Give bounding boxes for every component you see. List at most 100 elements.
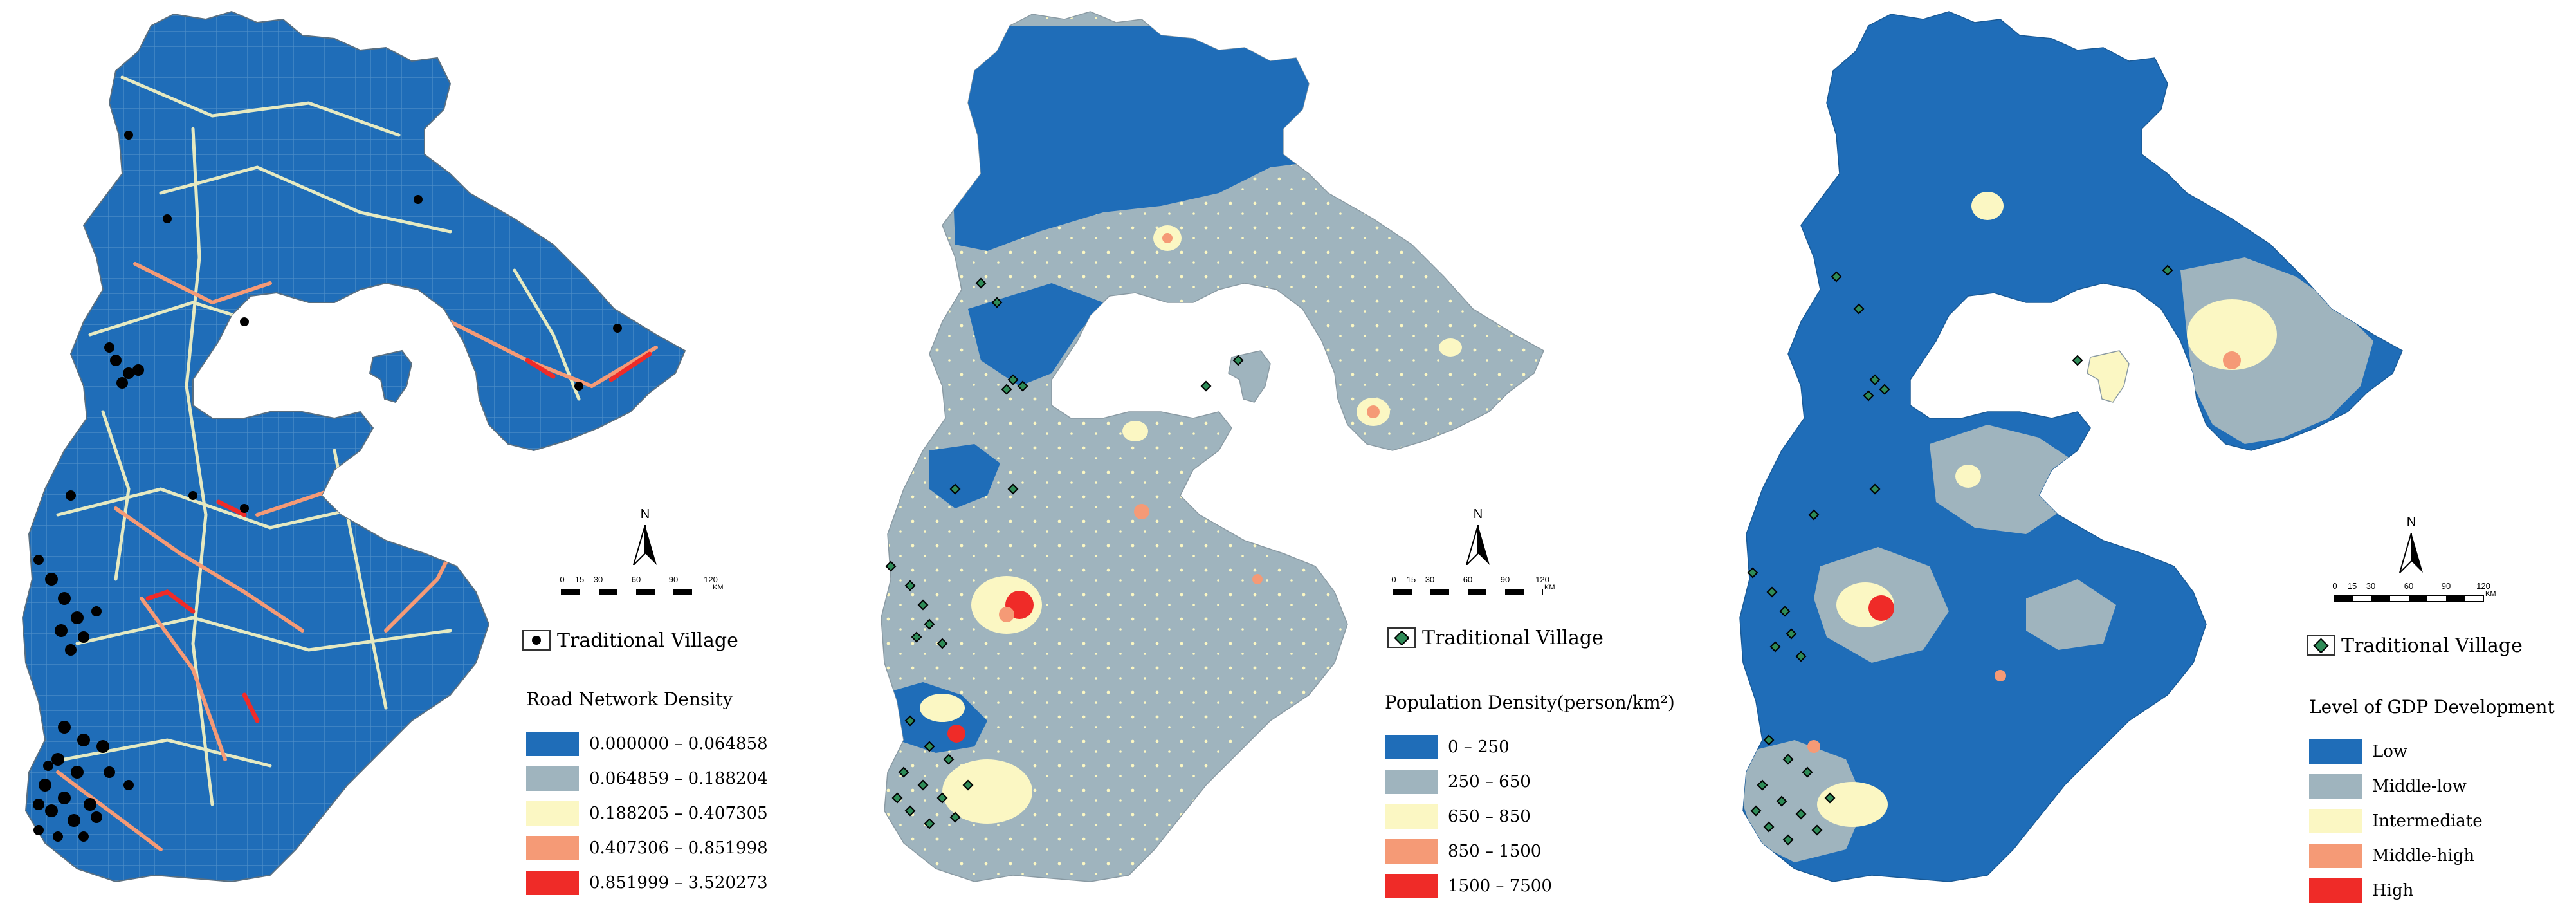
traditional-village-label: Traditional Village	[1422, 626, 1603, 649]
scale-tick: 15	[574, 575, 585, 584]
traditional-village-legend: Traditional Village	[1387, 623, 1603, 653]
north-arrow-icon	[633, 525, 657, 565]
north-label: N	[1473, 507, 1483, 521]
scale-bar: 0 15 30 60 90 120 KM	[1391, 575, 1560, 613]
scale-tick: 0	[2332, 581, 2337, 591]
legend-label: Intermediate	[2372, 811, 2483, 831]
scale-tick: 60	[1463, 575, 1473, 584]
scale-bar-graphic	[2334, 595, 2484, 602]
legend-swatch	[526, 836, 579, 860]
scale-tick: 120	[1535, 575, 1549, 584]
scale-tick: 30	[2366, 581, 2376, 591]
scale-tick: 90	[668, 575, 679, 584]
legend-label: 0.064859 – 0.188204	[589, 769, 768, 788]
road-density-map	[22, 11, 686, 882]
legend-swatch	[1385, 770, 1438, 794]
north-arrow: N	[1456, 507, 1501, 571]
legend-title: Level of GDP Development	[2309, 696, 2555, 718]
traditional-village-points	[33, 131, 622, 842]
scale-tick: 15	[1406, 575, 1416, 584]
scale-bar: 0 15 30 60 90 120 KM	[560, 575, 728, 613]
panel-road-network: N 0 15 30 60 90 120 KM Traditional Villa…	[0, 0, 859, 917]
north-arrow: N	[2389, 515, 2434, 579]
legend-swatch	[1385, 735, 1438, 759]
legend-label: 0 – 250	[1448, 737, 1510, 757]
legend-item: Middle-high	[2309, 838, 2555, 873]
legend-label: Middle-high	[2372, 846, 2475, 866]
scale-unit: KM	[1544, 584, 1555, 591]
legend-swatch	[526, 766, 579, 791]
legend-label: 850 – 1500	[1448, 842, 1542, 861]
north-label: N	[640, 507, 650, 521]
legend-title: Population Density(person/km²)	[1385, 692, 1675, 713]
legend-item: Intermediate	[2309, 804, 2555, 838]
legend-swatch	[1385, 839, 1438, 864]
legend-item: 0.407306 – 0.851998	[526, 831, 768, 866]
legend-label: 0.407306 – 0.851998	[589, 838, 768, 858]
legend-item: Low	[2309, 734, 2555, 769]
legend-label: 250 – 650	[1448, 772, 1531, 792]
traditional-village-points	[1747, 264, 2173, 846]
legend-swatch	[2309, 774, 2362, 799]
traditional-village-points	[885, 277, 1244, 829]
north-arrow: N	[623, 507, 668, 571]
gdp-development-legend: Level of GDP Development Low Middle-low …	[2309, 696, 2555, 908]
north-arrow-icon	[1466, 525, 1490, 565]
legend-label: 650 – 850	[1448, 807, 1531, 826]
scale-bar-graphic	[561, 589, 711, 595]
legend-swatch	[1385, 874, 1438, 898]
legend-swatch	[526, 801, 579, 826]
scale-tick: 30	[1425, 575, 1435, 584]
traditional-village-legend: Traditional Village	[522, 625, 738, 655]
traditional-village-label: Traditional Village	[557, 629, 738, 652]
black-dot-icon	[532, 636, 541, 645]
legend-swatch	[1385, 804, 1438, 829]
scale-unit: KM	[2485, 590, 2496, 598]
scale-tick: 90	[2441, 581, 2451, 591]
legend-swatch	[2309, 809, 2362, 833]
scale-bar-graphic	[1393, 589, 1543, 595]
legend-swatch	[2309, 739, 2362, 764]
legend-item: 0 – 250	[1385, 730, 1675, 764]
legend-label: Low	[2372, 742, 2408, 761]
scale-bar: 0 15 30 60 90 120 KM	[2332, 581, 2501, 620]
scale-tick: 120	[704, 575, 718, 584]
scale-tick: 0	[560, 575, 565, 584]
legend-item: 850 – 1500	[1385, 834, 1675, 869]
legend-swatch	[526, 871, 579, 895]
panel-gdp-development: N 0 15 30 60 90 120 KM Traditional Villa…	[1717, 0, 2576, 917]
legend-item: 0.000000 – 0.064858	[526, 727, 768, 761]
legend-item: 0.064859 – 0.188204	[526, 761, 768, 796]
traditional-village-legend: Traditional Village	[2307, 631, 2523, 660]
legend-item: 0.851999 – 3.520273	[526, 866, 768, 900]
scale-tick: 15	[2347, 581, 2357, 591]
gdp-development-map	[1739, 11, 2403, 882]
legend-item: 1500 – 7500	[1385, 869, 1675, 903]
legend-item: 650 – 850	[1385, 799, 1675, 834]
scale-tick: 90	[1500, 575, 1510, 584]
legend-label: 1500 – 7500	[1448, 876, 1552, 896]
legend-swatch	[526, 732, 579, 756]
green-diamond-icon	[2312, 637, 2329, 654]
legend-item: Middle-low	[2309, 769, 2555, 804]
legend-item: High	[2309, 873, 2555, 908]
scale-tick: 60	[631, 575, 641, 584]
legend-item: 250 – 650	[1385, 764, 1675, 799]
scale-tick: 30	[593, 575, 603, 584]
scale-tick: 0	[1391, 575, 1396, 584]
legend-title: Road Network Density	[526, 689, 733, 710]
legend-label: Middle-low	[2372, 777, 2467, 796]
population-density-map	[881, 11, 1544, 882]
legend-label: High	[2372, 881, 2414, 900]
north-arrow-icon	[2399, 533, 2423, 573]
traditional-village-label: Traditional Village	[2341, 634, 2523, 657]
legend-label: 0.851999 – 3.520273	[589, 873, 768, 893]
legend-item: 0.188205 – 0.407305	[526, 796, 768, 831]
road-density-legend: Road Network Density 0.000000 – 0.064858…	[526, 689, 768, 900]
scale-tick: 120	[2476, 581, 2490, 591]
population-density-legend: Population Density(person/km²) 0 – 250 2…	[1385, 692, 1675, 903]
legend-swatch	[2309, 844, 2362, 868]
panel-population-density: N 0 15 30 60 90 120 KM Traditional Villa…	[859, 0, 1717, 917]
green-diamond-icon	[1393, 629, 1410, 646]
legend-label: 0.188205 – 0.407305	[589, 804, 768, 823]
